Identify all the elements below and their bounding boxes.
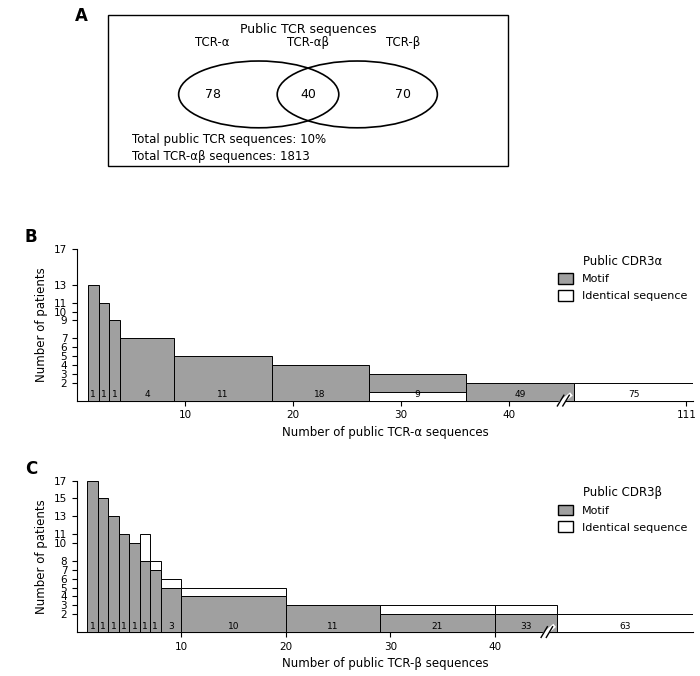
Text: 70: 70 [395,88,412,101]
Bar [150,561,160,570]
Text: TCR-α: TCR-α [195,37,230,49]
Bar [139,561,150,632]
Text: 11: 11 [327,622,339,631]
Text: C: C [25,460,37,478]
Bar [119,534,130,632]
Y-axis label: Number of patients: Number of patients [36,499,48,614]
Bar [108,15,508,166]
Text: 1: 1 [101,390,107,400]
Text: 1: 1 [153,622,158,631]
Bar [286,605,380,632]
Bar [574,383,693,401]
Text: 75: 75 [628,390,639,400]
Text: 21: 21 [431,622,443,631]
Bar [181,596,286,632]
Bar [160,587,181,632]
Y-axis label: Number of patients: Number of patients [36,268,48,382]
Text: 1: 1 [90,622,95,631]
Text: 9: 9 [414,390,420,400]
Text: A: A [74,7,88,25]
Bar [495,614,557,632]
Text: Total TCR-αβ sequences: 1813: Total TCR-αβ sequences: 1813 [132,150,310,163]
Bar [98,498,108,632]
Bar [380,614,495,632]
Bar [120,338,174,401]
Bar [272,365,369,401]
Bar [380,605,495,614]
Bar [369,374,466,401]
Text: 3: 3 [168,622,174,631]
Text: Public TCR sequences: Public TCR sequences [239,23,377,36]
Bar [88,481,98,632]
Bar [174,356,272,401]
Text: 11: 11 [217,390,229,400]
Bar [130,543,139,632]
Bar [369,391,466,401]
Text: Total public TCR sequences: 10%: Total public TCR sequences: 10% [132,132,327,145]
Bar [181,587,286,596]
Text: 10: 10 [228,622,239,631]
Bar [160,579,181,587]
Text: 1: 1 [132,622,137,631]
Text: 1: 1 [142,622,148,631]
Text: 4: 4 [144,390,150,400]
X-axis label: Number of public TCR-β sequences: Number of public TCR-β sequences [281,657,489,671]
Text: B: B [25,228,37,246]
Text: 78: 78 [204,88,220,101]
Legend: Motif, Identical sequence: Motif, Identical sequence [558,486,687,533]
Text: 1: 1 [112,390,118,400]
Bar [109,320,120,401]
Text: 49: 49 [514,390,526,400]
Bar [495,605,557,614]
X-axis label: Number of public TCR-α sequences: Number of public TCR-α sequences [281,426,489,439]
Bar [466,383,574,401]
Legend: Motif, Identical sequence: Motif, Identical sequence [558,255,687,301]
Text: 18: 18 [314,390,326,400]
Bar [88,285,99,401]
Text: 33: 33 [520,622,532,631]
Text: TCR-β: TCR-β [386,37,421,49]
Bar [108,516,119,632]
Text: 1: 1 [121,622,127,631]
Bar [139,534,150,561]
Bar [557,614,693,632]
Text: 1: 1 [111,622,116,631]
Text: 1: 1 [90,390,96,400]
Bar [99,303,109,401]
Text: 1: 1 [100,622,106,631]
Text: TCR-αβ: TCR-αβ [287,37,329,49]
Bar [150,570,160,632]
Text: 40: 40 [300,88,316,101]
Text: 63: 63 [620,622,631,631]
